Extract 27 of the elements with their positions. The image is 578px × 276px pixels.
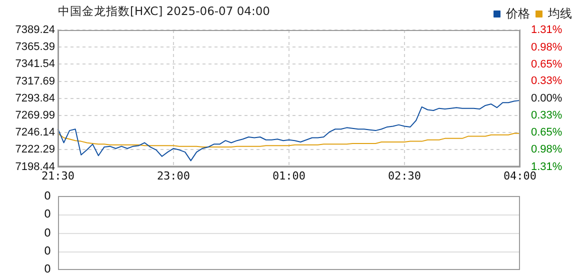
y2-tick-label: 0.65% bbox=[531, 58, 562, 70]
legend-label: 价格 bbox=[505, 6, 530, 20]
x-tick-label: 02:30 bbox=[388, 169, 422, 182]
y2-tick-label: 0.33% bbox=[531, 75, 562, 88]
y-tick-label: 7293.84 bbox=[15, 92, 55, 104]
y2-tick-label: 1.31% bbox=[531, 24, 562, 36]
y-tick-label: 7222.29 bbox=[15, 144, 55, 156]
text: 0 bbox=[44, 208, 51, 221]
x-tick-label: 23:00 bbox=[156, 169, 190, 182]
y2-tick-label: 0.98% bbox=[531, 41, 562, 54]
y2-tick-label: 0.98% bbox=[531, 144, 562, 156]
y-tick-label: 7317.69 bbox=[15, 75, 55, 88]
y-tick-label: 7389.24 bbox=[15, 24, 55, 36]
y2-tick-label: 0.65% bbox=[531, 126, 562, 138]
y-tick-label: 7365.39 bbox=[15, 41, 55, 54]
text: 0 bbox=[44, 226, 51, 239]
x-tick-label: 01:00 bbox=[272, 169, 306, 182]
legend-label: 均线 bbox=[547, 6, 572, 20]
text: 0 bbox=[44, 262, 51, 276]
y2-tick-label: 0.00% bbox=[531, 92, 562, 104]
y-tick-label: 7341.54 bbox=[15, 58, 55, 70]
y2-tick-label: 0.33% bbox=[531, 110, 562, 122]
y-tick-label: 7246.14 bbox=[15, 126, 55, 139]
text: 0 bbox=[44, 244, 51, 258]
chart-title: 中国金龙指数[HXC] 2025-06-07 04:00 bbox=[58, 4, 270, 19]
text: 0 bbox=[44, 190, 51, 202]
y-tick-label: 7269.99 bbox=[15, 110, 55, 122]
